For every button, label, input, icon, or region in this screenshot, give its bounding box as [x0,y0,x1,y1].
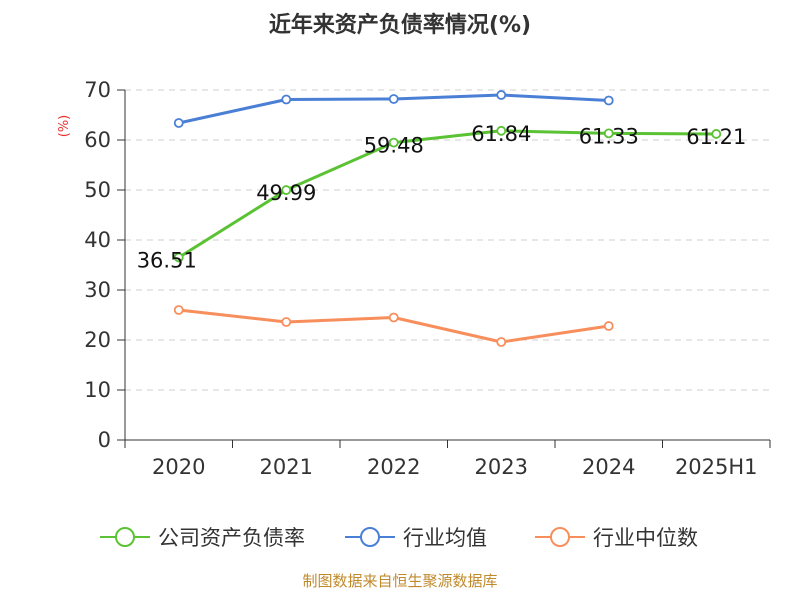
legend-marker [115,527,135,547]
series-point-0 [711,129,722,139]
grid [125,89,770,391]
series-point-2 [388,312,399,323]
series-point-2 [173,305,184,315]
y-tick-label: 60 [84,128,111,152]
legend-marker [360,527,380,547]
data-label: 36.51 [137,248,197,272]
x-tick-label: 2022 [367,455,420,479]
y-tick-label: 40 [84,228,111,252]
legend-label: 行业均值 [403,526,487,550]
y-tick-label: 50 [84,178,111,202]
y-tick-label: 0 [98,428,111,452]
series-point-2 [496,337,507,347]
data-label: 49.99 [256,181,316,205]
data-label: 61.84 [471,122,531,146]
series-point-1 [281,94,292,105]
y-tick-label: 30 [84,278,111,302]
x-tick-label: 2024 [582,455,635,479]
y-axis-label: (%) [57,115,72,138]
legend-item-0[interactable]: 公司资产负债率 [100,526,305,550]
legend-marker [550,527,570,547]
series-point-2 [603,321,614,331]
series-point-0 [603,128,614,139]
series-point-0 [496,125,507,136]
legend[interactable]: 公司资产负债率 行业均值 行业中位数 [100,526,698,550]
x-tick-label: 2020 [152,455,205,479]
series-point-0 [173,252,184,263]
x-tick-label: 2021 [260,455,313,479]
series-point-1 [173,118,184,128]
series-layer [173,90,722,347]
series-point-1 [388,94,399,104]
tick-labels: 0 10 20 30 40 50 60 70 2020 2021 2022 2023 2024 2025H… [84,78,757,479]
y-tick-label: 10 [84,378,111,402]
data-label: 59.48 [364,134,424,158]
series-point-0 [388,137,399,148]
x-tick-label: 2023 [475,455,528,479]
chart-title: 近年来资产负债率情况(%) [269,12,531,38]
series-point-1 [603,95,614,106]
legend-item-1[interactable]: 行业均值 [345,526,487,550]
legend-item-2[interactable]: 行业中位数 [535,526,698,550]
y-tick-label: 20 [84,328,111,352]
x-tick-label: 2025H1 [675,455,758,479]
series-point-1 [496,90,507,100]
series-point-2 [281,317,292,327]
legend-label: 公司资产负债率 [158,526,305,550]
data-label: 61.33 [579,124,639,148]
data-labels: 36.51 49.99 59.48 61.84 61.33 61.21 [137,122,747,273]
legend-label: 行业中位数 [593,526,698,550]
data-label: 61.21 [686,125,746,149]
source-note: 制图数据来自恒生聚源数据库 [302,572,497,590]
y-tick-label: 70 [84,78,111,102]
axes [117,89,771,448]
series-point-0 [281,185,292,195]
series-line-0 [177,129,717,259]
